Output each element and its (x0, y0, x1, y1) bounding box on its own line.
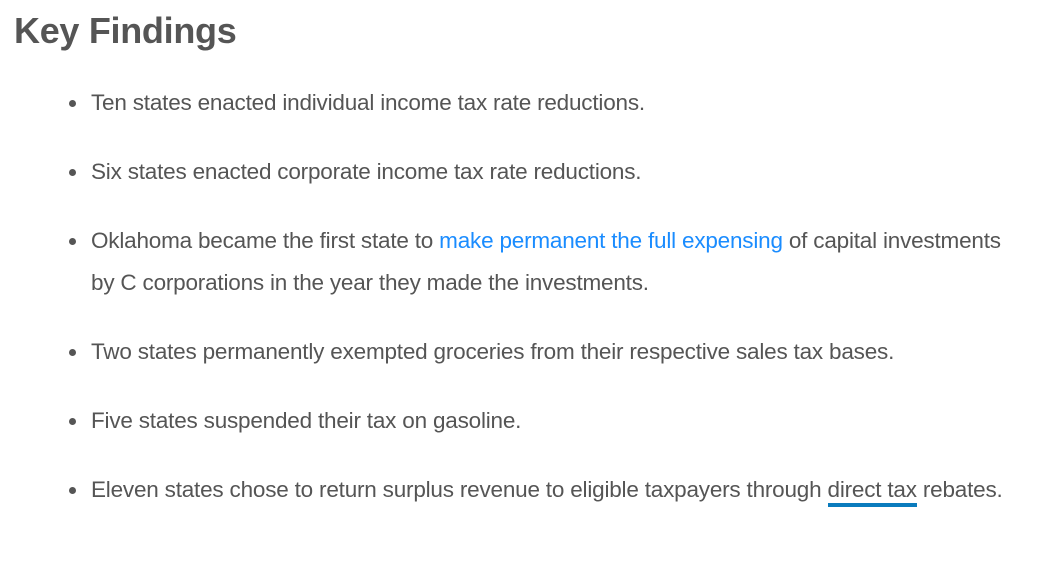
key-findings-list: Ten states enacted individual income tax… (69, 82, 1021, 538)
list-item: Six states enacted corporate income tax … (69, 151, 1021, 193)
item-text: of capital investments by C corporations… (91, 228, 1001, 295)
item-text: Oklahoma became the first state to (91, 228, 440, 253)
list-item: Oklahoma became the first state to make … (69, 220, 1021, 304)
item-text: rebates. (916, 477, 1003, 502)
list-item: Eleven states chose to return surplus re… (69, 469, 1021, 511)
list-item: Five states suspended their tax on gasol… (69, 400, 1021, 442)
full-expensing-link[interactable]: make permanent the full expensing (439, 228, 783, 253)
item-text: Eleven states chose to return surplus re… (91, 477, 828, 502)
section-heading: Key Findings (14, 10, 237, 51)
list-item: Ten states enacted individual income tax… (69, 82, 1021, 124)
list-item: Two states permanently exempted grocerie… (69, 331, 1021, 373)
direct-tax-link[interactable]: direct tax (827, 477, 917, 507)
